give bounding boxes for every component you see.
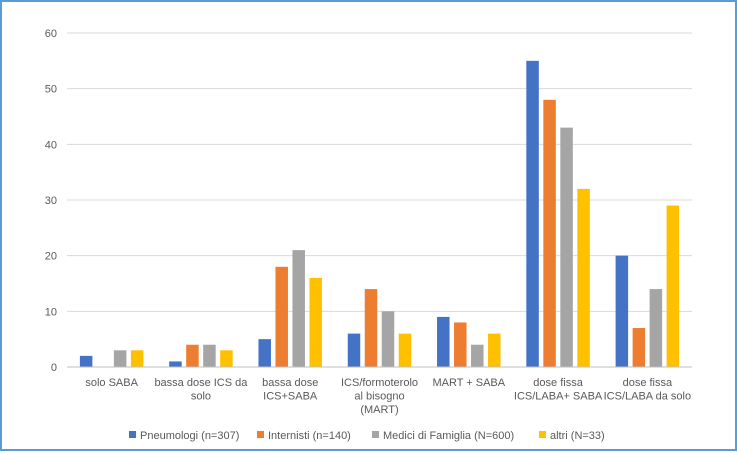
bar: [666, 205, 680, 367]
bar: [526, 60, 539, 367]
bar: [560, 127, 573, 367]
legend-swatch: [372, 431, 379, 438]
x-tick-label: dose fissa: [623, 377, 673, 389]
legend-swatch: [257, 431, 264, 438]
bar: [130, 350, 144, 367]
x-tick-label: solo SABA: [85, 377, 138, 389]
x-tick-label: bassa dose ICS da: [154, 377, 248, 389]
bar: [398, 333, 412, 367]
x-tick-label: al bisogno: [354, 391, 404, 403]
x-tick-label: MART + SABA: [432, 377, 505, 389]
bar: [488, 333, 501, 367]
legend-label: Internisti (n=140): [268, 430, 351, 442]
bar: [454, 322, 467, 367]
x-tick-label: ICS/LABA da solo: [604, 391, 691, 403]
bar: [543, 99, 556, 368]
bar: [347, 333, 361, 367]
x-tick-label: dose fissa: [533, 377, 583, 389]
bar: [169, 361, 182, 367]
bar: [275, 266, 288, 367]
y-tick-label: 10: [45, 306, 57, 318]
legend-item: Internisti (n=140): [257, 430, 351, 442]
legend-swatch: [539, 431, 546, 438]
y-tick-label: 30: [45, 195, 57, 207]
legend-label: Pneumologi (n=307): [140, 430, 239, 442]
bar: [186, 344, 199, 367]
bar: [113, 350, 127, 367]
gridlines: [67, 32, 692, 312]
x-tick-label: (MART): [360, 404, 398, 416]
bar: [381, 311, 395, 367]
bars: [79, 60, 680, 368]
bar: [615, 255, 629, 367]
y-tick-label: 0: [51, 362, 57, 374]
y-tick-label: 20: [45, 251, 57, 263]
category-labels: solo SABA bassa dose ICS da solo bassa dose…: [85, 377, 691, 416]
bar: [632, 328, 646, 367]
legend-swatch: [129, 431, 136, 438]
bar: [577, 188, 590, 367]
legend-item: altri (N=33): [539, 430, 605, 442]
legend-label: altri (N=33): [550, 430, 605, 442]
bar: [309, 277, 322, 367]
legend: Pneumologi (n=307) Internisti (n=140) Medi…: [129, 430, 605, 442]
y-tick-label: 50: [45, 84, 57, 96]
x-tick-label: ICS/LABA+ SABA: [514, 391, 603, 403]
x-tick-label: ICS/formoterolo: [341, 377, 418, 389]
y-tick-label: 40: [45, 139, 57, 151]
y-tick-label: 60: [45, 28, 57, 40]
x-tick-label: bassa dose: [262, 377, 318, 389]
bar: [649, 289, 663, 367]
bar: [258, 339, 271, 367]
bar: [220, 350, 233, 367]
bar: [471, 344, 484, 367]
legend-label: Medici di Famiglia (N=600): [383, 430, 514, 442]
legend-item: Pneumologi (n=307): [129, 430, 239, 442]
bar: [203, 344, 216, 367]
legend-item: Medici di Famiglia (N=600): [372, 430, 514, 442]
y-axis-ticks: 0 10 20 30 40 50 60: [45, 28, 57, 374]
bar: [364, 289, 378, 367]
bar: [437, 316, 450, 367]
bar-chart: 0 10 20 30 40 50 60 solo SABA bassa dose ICS da…: [45, 28, 692, 442]
x-tick-label: ICS+SABA: [263, 391, 318, 403]
x-tick-label: solo: [191, 391, 211, 403]
bar: [292, 250, 305, 367]
bar: [79, 355, 93, 367]
